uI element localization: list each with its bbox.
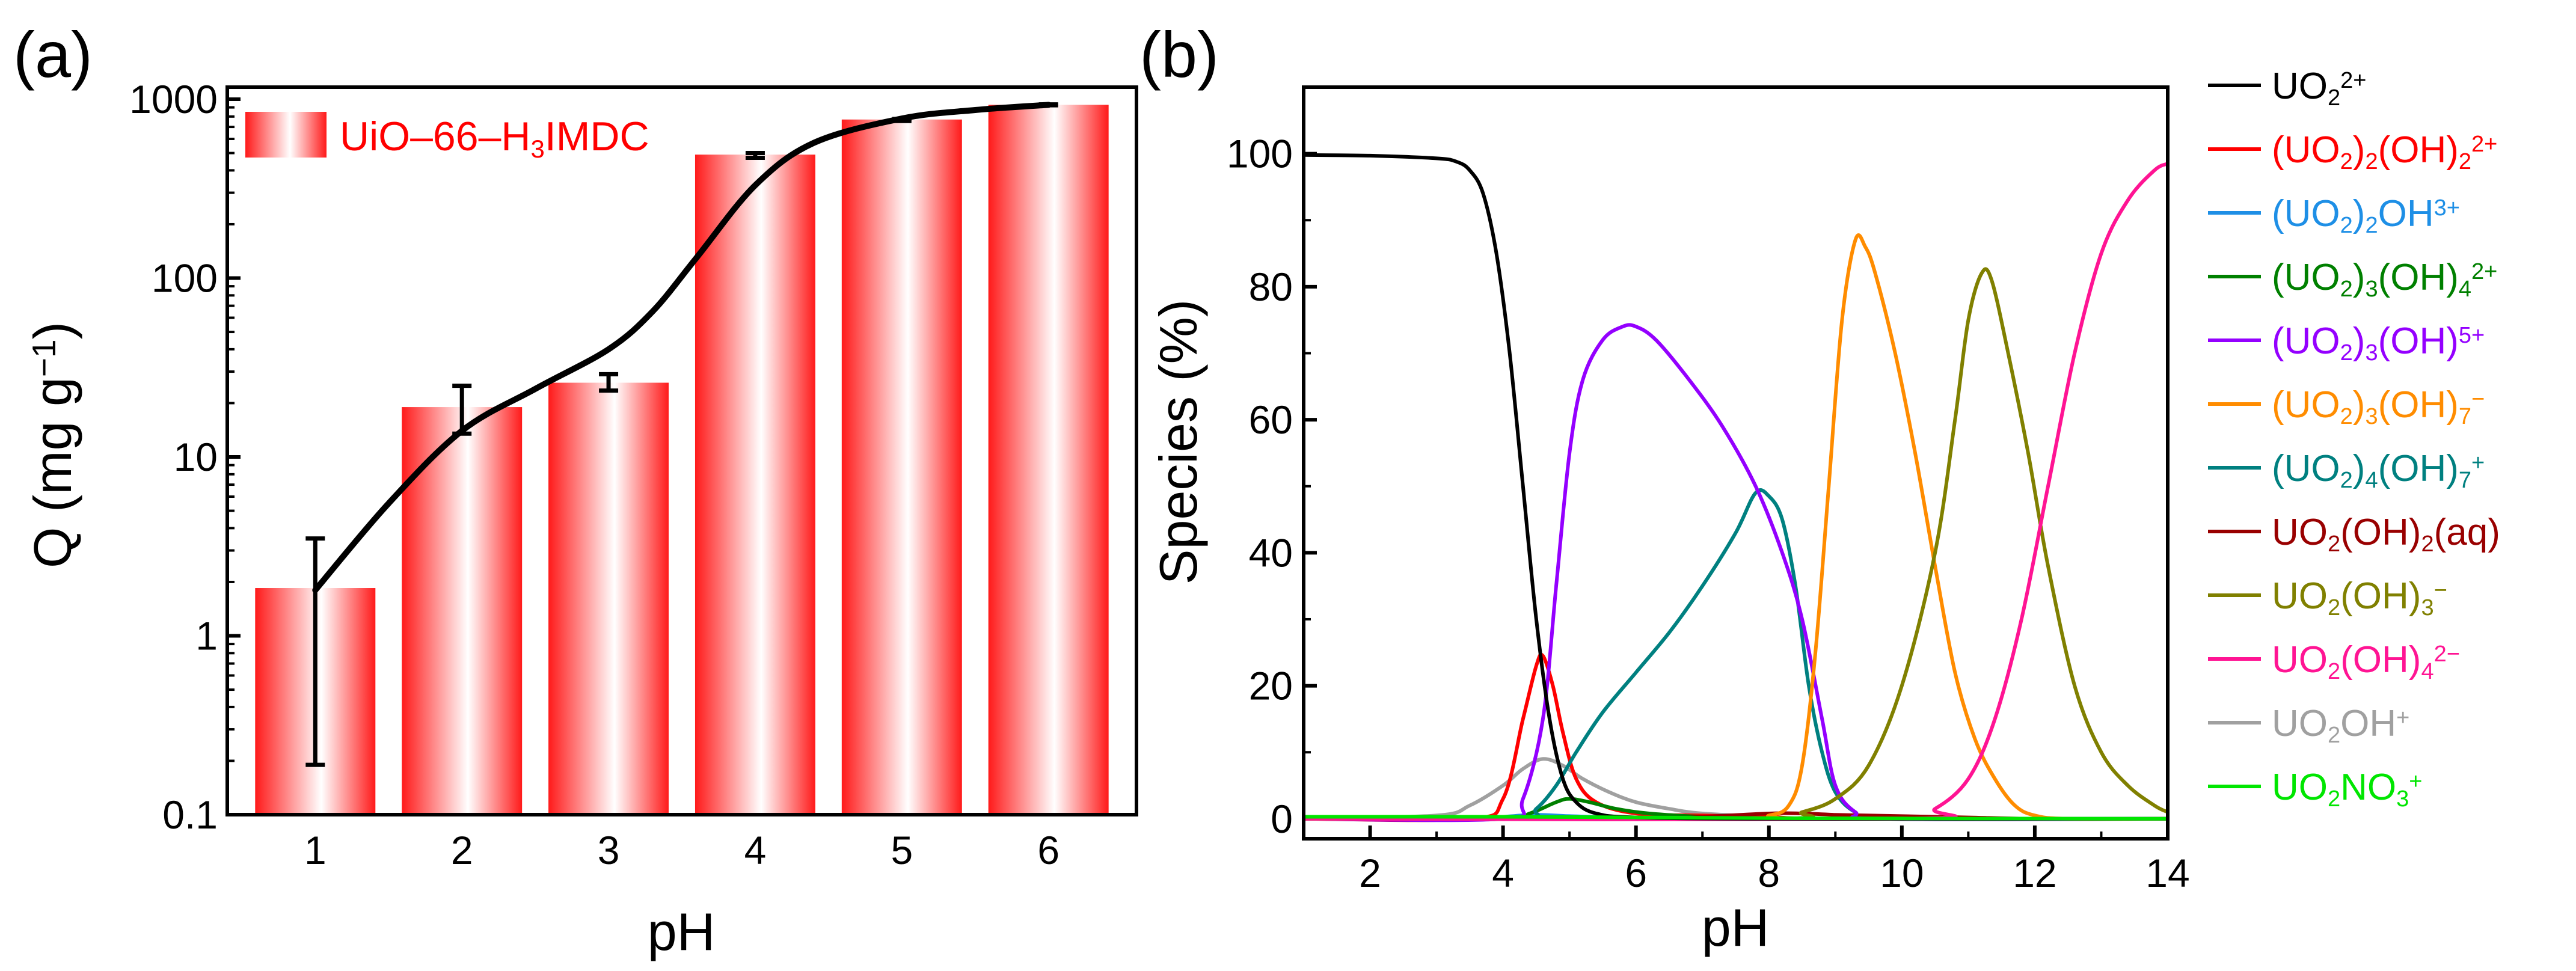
panel-b-y-tick-label: 40 [1249,530,1293,575]
panel-b-legend-label: (UO2)3(OH)7− [2272,384,2485,429]
panel-b-legend-label: (UO2)4(OH)7+ [2272,448,2485,493]
panel-b-legend-label: (UO2)2(OH)22+ [2272,129,2497,174]
panel-a-ticks: 0.1 1 10 100 1000 1 2 3 4 5 6 [129,77,1060,872]
panel-b-y-tick-label: 80 [1249,265,1293,309]
panel-a-y-tick-label: 10 [174,435,218,479]
panel-b-frame [1302,85,2170,841]
panel-b-series-lines [1304,153,2168,822]
panel-a-bars [255,105,1109,815]
panel-b-x-tick-label: 2 [1359,851,1381,895]
panel-b-legend-item: UO22+ [2208,66,2366,111]
panel-b-series-line [1304,323,2168,822]
panel-b-y-axis-title: Species (%) [1148,299,1208,584]
panel-b-x-tick-label: 8 [1758,851,1780,895]
panel-b-legend-label: UO2OH+ [2272,703,2409,748]
panel-b-y-tick-label: 60 [1249,397,1293,442]
panel-b-x-tick-label: 12 [2013,851,2056,895]
panel-a-bar [988,105,1109,815]
panel-a-x-axis-title: pH [648,902,716,961]
panel-b-x-tick-label: 4 [1492,851,1514,895]
panel-a-y-tick-label: 1 [195,614,218,658]
panel-a-legend-swatch [245,112,327,158]
panel-b-series-line [1304,267,2168,821]
panel-b-legend-item: UO2OH+ [2208,703,2409,748]
panel-a-frame [225,85,1138,816]
panel-a-error-bar [599,372,619,393]
panel-b-legend-label: (UO2)3(OH)5+ [2272,320,2485,366]
panel-a-y-tick-label: 0.1 [162,792,218,837]
panel-a-bar [841,119,962,815]
panel-b-legend-item: (UO2)3(OH)42+ [2208,257,2497,302]
panel-a-bar [695,155,815,815]
panel-a: (a) Q (mg g−1) pH 0.1 1 10 100 1000 1 2 3 4 5 6 Ui… [13,18,1138,961]
panel-b-x-axis-title: pH [1702,898,1770,957]
panel-b-series-line [1304,153,2168,821]
panel-b-legend-item: UO2NO3+ [2208,767,2422,812]
panel-a-legend-label: UiO–66–H3IMDC [340,114,649,163]
panel-b-legend-label: (UO2)3(OH)42+ [2272,257,2497,302]
panel-b-label: (b) [1139,18,1219,91]
panel-b-legend-item: (UO2)3(OH)5+ [2208,320,2485,366]
panel-b-series-line [1304,815,2168,821]
panel-b-y-tick-label: 20 [1249,664,1293,708]
panel-b-legend-item: (UO2)2(OH)22+ [2208,129,2497,174]
panel-b-series-line [1304,757,2168,821]
panel-b-x-tick-label: 6 [1625,851,1647,895]
panel-b-legend-label: UO22+ [2272,66,2366,111]
panel-b-legend-label: UO2(OH)3− [2272,575,2447,620]
panel-b-legend-item: UO2(OH)2(aq) [2208,512,2500,557]
panel-a-x-tick-label: 3 [598,828,620,872]
panel-b-legend-label: UO2(OH)42− [2272,639,2460,684]
panel-b-legend-item: (UO2)2OH3+ [2208,193,2460,238]
panel-a-label: (a) [13,18,93,91]
panel-a-x-tick-label: 4 [744,828,767,872]
panel-b-series-line [1304,233,2168,821]
panel-b-legend-item: (UO2)3(OH)7− [2208,384,2485,429]
panel-a-x-tick-label: 5 [891,828,913,872]
panel-a-x-tick-label: 2 [451,828,473,872]
panel-b-legend-item: (UO2)4(OH)7+ [2208,448,2485,493]
panel-a-y-axis-title: Q (mg g−1) [23,322,82,568]
panel-b: (b) Species (%) pH 0 20 40 60 80 100 2 4 6 8 10 12 1… [1139,18,2500,957]
panel-a-bar [402,407,523,815]
panel-a-fit-curve [312,102,1052,593]
panel-b-series-line [1304,162,2168,822]
panel-b-legend-label: UO2NO3+ [2272,767,2422,812]
panel-a-x-tick-label: 1 [304,828,327,872]
panel-a-bar [548,382,669,815]
panel-a-y-tick-label: 100 [152,256,218,301]
panel-a-error-bar [745,151,765,161]
panel-a-legend: UiO–66–H3IMDC [245,112,649,163]
panel-b-y-tick-label: 100 [1227,132,1293,176]
panel-a-x-tick-label: 6 [1037,828,1060,872]
panel-b-legend-item: UO2(OH)42− [2208,639,2460,684]
panel-b-legend-item: UO2(OH)3− [2208,575,2447,620]
panel-b-legend-label: (UO2)2OH3+ [2272,193,2460,238]
panel-b-legend-label: UO2(OH)2(aq) [2272,512,2500,557]
panel-b-x-tick-label: 14 [2145,851,2189,895]
panel-a-error-bar [305,536,325,767]
panel-a-y-tick-label: 1000 [129,77,218,121]
panel-b-ticks: 0 20 40 60 80 100 2 4 6 8 10 12 14 [1227,132,2190,895]
panel-b-series-line [1304,652,2168,822]
panel-b-y-tick-label: 0 [1271,797,1293,841]
panel-b-x-tick-label: 10 [1880,851,1924,895]
panel-b-legend: UO22+ (UO2)2(OH)22+ (UO2)2OH3+ (UO2)3(OH)42… [2208,66,2500,812]
